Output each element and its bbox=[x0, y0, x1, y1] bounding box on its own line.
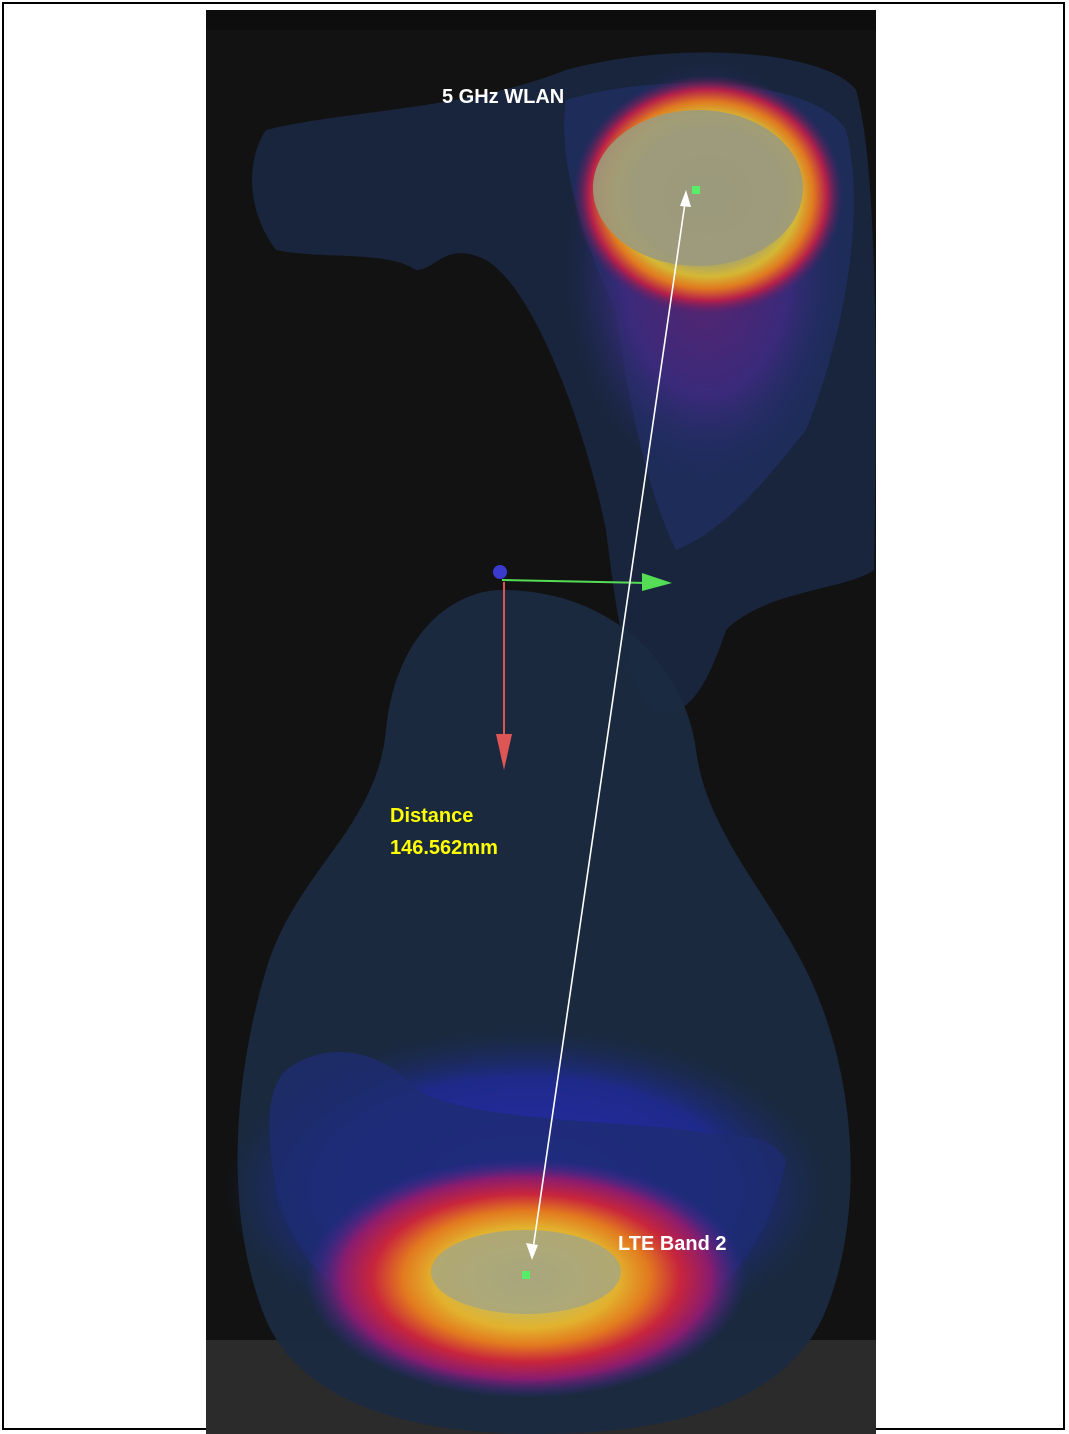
x-axis-line bbox=[501, 579, 647, 584]
lte-label: LTE Band 2 bbox=[618, 1233, 727, 1255]
distance-line bbox=[531, 195, 687, 1257]
origin-marker bbox=[493, 565, 507, 579]
x-axis-arrowhead bbox=[642, 573, 672, 591]
top-source-point bbox=[692, 186, 700, 194]
distance-arrowhead-bottom bbox=[526, 1243, 538, 1260]
distance-title: Distance bbox=[390, 805, 474, 827]
sar-hotspot-image bbox=[206, 10, 876, 1434]
distance-value: 146.562mm bbox=[390, 837, 498, 859]
distance-arrowhead-top bbox=[680, 190, 691, 207]
bottom-source-point bbox=[522, 1271, 530, 1279]
y-axis-arrowhead bbox=[496, 734, 512, 770]
wlan-label: 5 GHz WLAN bbox=[442, 86, 565, 106]
